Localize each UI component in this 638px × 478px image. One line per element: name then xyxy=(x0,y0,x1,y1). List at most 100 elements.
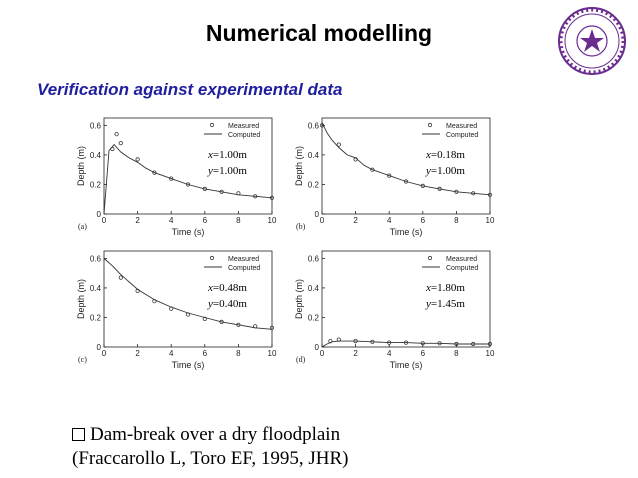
annotation-variable: y xyxy=(207,165,213,177)
legend-computed-label: Computed xyxy=(228,265,260,272)
panel-label: (c) xyxy=(78,355,87,364)
legend-computed-label: Computed xyxy=(446,132,478,139)
bullet-text: Dam-break over a dry floodplain (Fraccar… xyxy=(72,423,348,471)
legend-computed-label: Computed xyxy=(446,265,478,272)
y-tick-label: 0.4 xyxy=(90,151,102,160)
computed-series-line xyxy=(321,340,490,348)
chart-figure: 0 2 4 6 8 10 0 0.2 0.4 0.6 Time (s) Depth (m) (a) Mea… xyxy=(76,117,495,370)
x-tick-label: 2 xyxy=(353,349,358,358)
panel-label: (b) xyxy=(296,222,306,231)
measured-point xyxy=(118,140,123,146)
x-tick-label: 8 xyxy=(454,216,459,225)
plot-frame xyxy=(321,250,491,348)
annotation-variable: x xyxy=(207,149,213,161)
x-axis-label: Time (s) xyxy=(172,360,205,370)
legend-measured-marker xyxy=(209,255,215,261)
legend-measured-label: Measured xyxy=(446,123,477,130)
position-annotation: y=1.00m xyxy=(207,165,247,177)
panel-label: (d) xyxy=(296,355,306,364)
plot-frame xyxy=(103,250,273,348)
x-tick-label: 4 xyxy=(169,349,174,358)
x-tick-label: 10 xyxy=(486,216,495,225)
y-tick-label: 0 xyxy=(315,210,320,219)
x-tick-label: 4 xyxy=(169,216,174,225)
legend-measured-label: Measured xyxy=(446,256,477,263)
x-tick-label: 0 xyxy=(102,216,107,225)
chart-panel-1: 0 2 4 6 8 10 0 0.2 0.4 0.6 Time (s) Depth (m) (a) Mea… xyxy=(76,117,277,237)
annotation-value: =1.45m xyxy=(431,298,465,310)
position-annotation: x=1.80m xyxy=(425,282,465,294)
y-tick-label: 0.4 xyxy=(308,151,320,160)
x-tick-label: 8 xyxy=(236,216,241,225)
position-annotation: x=0.18m xyxy=(425,149,465,161)
y-axis-label: Depth (m) xyxy=(294,279,304,319)
annotation-value: =1.00m xyxy=(213,165,247,177)
plot-frame xyxy=(321,117,491,215)
y-tick-label: 0.4 xyxy=(90,284,102,293)
computed-series-line xyxy=(103,258,273,330)
annotation-value: =1.00m xyxy=(431,165,465,177)
chart-panel-2: 0 2 4 6 8 10 0 0.2 0.4 0.6 Time (s) Depth (m) (b) Mea… xyxy=(294,117,495,237)
x-tick-label: 6 xyxy=(421,349,426,358)
y-axis-label: Depth (m) xyxy=(294,146,304,186)
x-tick-label: 10 xyxy=(486,349,495,358)
bullet-line-2: (Fraccarollo L, Toro EF, 1995, JHR) xyxy=(72,448,349,469)
annotation-variable: y xyxy=(207,298,213,310)
computed-series-line xyxy=(321,122,491,196)
legend-measured-marker xyxy=(209,122,215,128)
y-tick-label: 0.6 xyxy=(90,121,102,130)
x-tick-label: 6 xyxy=(203,216,208,225)
position-annotation: x=1.00m xyxy=(207,149,247,161)
computed-series-line xyxy=(103,143,273,215)
x-tick-label: 10 xyxy=(268,216,277,225)
measured-point xyxy=(152,170,157,175)
annotation-value: =0.40m xyxy=(213,298,247,310)
x-tick-label: 6 xyxy=(203,349,208,358)
measured-point xyxy=(169,176,174,181)
x-tick-label: 4 xyxy=(387,349,392,358)
chart-panel-3: 0 2 4 6 8 10 0 0.2 0.4 0.6 Time (s) Depth (m) (c) Mea… xyxy=(76,250,277,370)
y-tick-label: 0.4 xyxy=(308,284,320,293)
y-axis-label: Depth (m) xyxy=(76,146,86,186)
y-tick-label: 0.6 xyxy=(308,121,320,130)
x-tick-label: 2 xyxy=(135,349,140,358)
position-annotation: y=0.40m xyxy=(207,298,247,310)
annotation-variable: y xyxy=(425,298,431,310)
annotation-value: =0.18m xyxy=(431,149,465,161)
y-tick-label: 0.2 xyxy=(90,313,102,322)
panel-label: (a) xyxy=(78,222,87,231)
y-tick-label: 0.2 xyxy=(90,180,102,189)
x-axis-label: Time (s) xyxy=(172,227,205,237)
legend-measured-label: Measured xyxy=(228,123,259,130)
legend-measured-label: Measured xyxy=(228,256,259,263)
y-tick-label: 0 xyxy=(315,343,320,352)
x-axis-label: Time (s) xyxy=(390,227,423,237)
bullet-line-1: Dam-break over a dry floodplain xyxy=(90,424,341,445)
annotation-variable: x xyxy=(207,282,213,294)
annotation-value: =0.48m xyxy=(213,282,247,294)
annotation-value: =1.00m xyxy=(213,149,247,161)
university-seal-icon xyxy=(558,7,626,75)
y-tick-label: 0.6 xyxy=(308,254,320,263)
legend-computed-label: Computed xyxy=(228,132,260,139)
y-tick-label: 0.6 xyxy=(90,254,102,263)
y-axis-label: Depth (m) xyxy=(76,279,86,319)
slide-subtitle: Verification against experimental data xyxy=(37,80,343,99)
measured-point xyxy=(336,142,341,147)
measured-point xyxy=(387,173,392,178)
annotation-variable: x xyxy=(425,149,431,161)
x-tick-label: 8 xyxy=(236,349,241,358)
chart-panel-4: 0 2 4 6 8 10 0 0.2 0.4 0.6 Time (s) Depth (m) (d) Mea… xyxy=(294,250,495,370)
measured-point xyxy=(135,157,140,162)
x-tick-label: 0 xyxy=(320,349,325,358)
slide-title: Numerical modelling xyxy=(205,20,433,46)
position-annotation: y=1.00m xyxy=(425,165,465,177)
x-tick-label: 2 xyxy=(135,216,140,225)
legend-measured-marker xyxy=(427,255,433,261)
annotation-variable: y xyxy=(425,165,431,177)
y-tick-label: 0.2 xyxy=(308,313,320,322)
annotation-variable: x xyxy=(425,282,431,294)
x-tick-label: 0 xyxy=(102,349,107,358)
position-annotation: x=0.48m xyxy=(207,282,247,294)
x-tick-label: 6 xyxy=(421,216,426,225)
